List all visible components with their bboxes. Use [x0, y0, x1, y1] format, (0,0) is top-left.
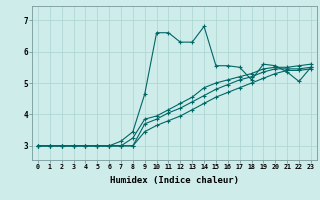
X-axis label: Humidex (Indice chaleur): Humidex (Indice chaleur)	[110, 176, 239, 185]
